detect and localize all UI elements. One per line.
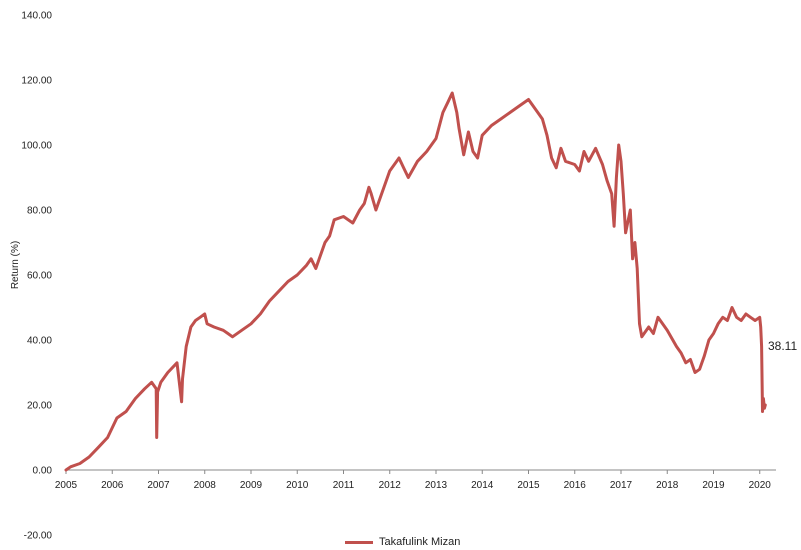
legend: Takafulink Mizan <box>345 534 460 550</box>
y-tick-label: 60.00 <box>27 271 52 282</box>
y-tick-label: 100.00 <box>21 141 52 152</box>
y-tick-label: 20.00 <box>27 401 52 412</box>
x-tick-label: 2020 <box>749 480 772 491</box>
series-line <box>64 91 767 472</box>
y-tick-label: 80.00 <box>27 206 52 217</box>
x-tick-label: 2013 <box>425 480 448 491</box>
y-tick-label: 40.00 <box>27 336 52 347</box>
x-tick-label: 2019 <box>702 480 725 491</box>
x-tick-label: 2007 <box>147 480 170 491</box>
x-tick-label: 2011 <box>333 480 355 491</box>
x-tick-label: 2008 <box>194 480 217 491</box>
x-tick-label: 2015 <box>517 480 540 491</box>
y-axis-label: Return (%) <box>10 241 21 289</box>
series-group <box>64 91 767 472</box>
y-tick-label: 0.00 <box>33 466 53 477</box>
y-axis-ticks: -20.00 0.00 20.00 40.00 60.00 80.00 100.00 120.… <box>21 11 52 542</box>
x-tick-label: 2009 <box>240 480 263 491</box>
y-tick-label: 120.00 <box>21 76 52 87</box>
x-tick-label: 2010 <box>286 480 309 491</box>
x-tick-label: 2014 <box>471 480 494 491</box>
y-tick-label: 140.00 <box>21 11 52 22</box>
x-axis-ticks: 2005 2006 2007 2008 2009 2010 2011 2012 2013 2014… <box>55 470 771 491</box>
x-tick-label: 2005 <box>55 480 78 491</box>
end-value-label: 38.11 <box>768 339 797 353</box>
y-tick-label: -20.00 <box>24 531 53 542</box>
x-tick-label: 2016 <box>564 480 587 491</box>
x-tick-label: 2012 <box>379 480 402 491</box>
x-tick-label: 2006 <box>101 480 124 491</box>
legend-label: Takafulink Mizan <box>379 536 461 548</box>
legend-swatch <box>345 540 373 544</box>
x-tick-label: 2017 <box>610 480 633 491</box>
x-tick-label: 2018 <box>656 480 679 491</box>
